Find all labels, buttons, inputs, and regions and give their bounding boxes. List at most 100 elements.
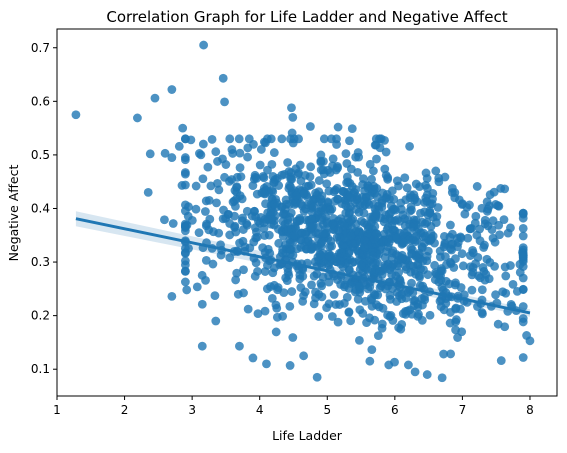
data-point (404, 360, 413, 370)
data-point (327, 312, 337, 321)
data-point (256, 145, 266, 154)
data-point (360, 243, 369, 253)
data-point (262, 134, 272, 144)
data-point (191, 204, 201, 214)
data-point (345, 136, 354, 146)
data-point (353, 148, 363, 157)
data-point (430, 275, 440, 285)
data-point (269, 148, 279, 157)
data-point (167, 291, 177, 301)
data-point (263, 260, 272, 270)
data-point (230, 221, 240, 231)
data-point (385, 294, 395, 304)
data-point (396, 198, 406, 208)
data-point (235, 163, 245, 173)
data-point (317, 191, 327, 201)
data-point (143, 188, 153, 197)
data-point (368, 251, 377, 261)
data-point (402, 183, 412, 193)
data-point (301, 204, 310, 214)
data-point (369, 234, 379, 244)
data-point (327, 241, 336, 251)
data-point (373, 331, 383, 341)
data-point (388, 246, 398, 256)
data-point (423, 270, 433, 280)
data-point (431, 166, 441, 176)
data-point (394, 181, 403, 191)
data-point (333, 122, 343, 132)
data-point (506, 299, 516, 309)
data-point (225, 176, 234, 186)
data-point (243, 152, 252, 162)
data-point (329, 187, 339, 197)
data-point (407, 249, 416, 258)
data-point (220, 97, 229, 107)
data-point (489, 187, 499, 197)
data-point (347, 238, 357, 248)
data-point (180, 223, 190, 232)
y-tick-label: 0.2 (31, 309, 50, 323)
data-point (487, 225, 497, 235)
data-point (415, 182, 424, 192)
data-point (287, 174, 297, 184)
data-point (232, 268, 242, 278)
data-point (344, 308, 354, 317)
data-point (499, 215, 509, 225)
data-point (439, 349, 448, 359)
data-point (197, 270, 207, 280)
data-point (231, 202, 240, 211)
data-point (225, 253, 235, 263)
data-point (471, 211, 481, 221)
data-point (298, 271, 308, 281)
x-tick-label: 6 (391, 403, 399, 417)
data-point (230, 211, 239, 221)
data-point (333, 317, 343, 327)
data-point (495, 230, 504, 240)
data-point (212, 198, 221, 208)
data-point (491, 290, 500, 300)
data-point (380, 253, 390, 262)
data-point (346, 164, 356, 174)
data-point (289, 230, 299, 240)
data-point (249, 139, 258, 149)
data-point (191, 181, 201, 191)
data-point (397, 319, 407, 329)
data-point (389, 194, 399, 204)
data-point (316, 241, 326, 251)
data-point (259, 173, 269, 183)
data-point (311, 293, 320, 303)
data-point (480, 215, 490, 225)
data-point (180, 277, 190, 287)
data-point (336, 259, 345, 269)
data-point (384, 238, 394, 248)
data-point (381, 147, 391, 157)
data-point (269, 177, 278, 187)
data-point (271, 327, 281, 337)
data-point (367, 174, 376, 184)
data-point (249, 237, 259, 247)
data-point (418, 281, 428, 291)
data-point (201, 196, 211, 206)
data-point (283, 158, 293, 167)
x-tick-label: 7 (459, 403, 467, 417)
data-point (393, 215, 402, 224)
data-point (512, 286, 522, 296)
data-point (425, 208, 435, 218)
data-point (355, 335, 364, 345)
x-axis-label: Life Ladder (272, 428, 343, 443)
data-point (457, 249, 467, 259)
data-point (518, 231, 528, 241)
data-point (397, 294, 407, 304)
data-point (518, 251, 528, 260)
data-point (445, 232, 455, 242)
data-point (216, 250, 226, 260)
data-point (518, 302, 528, 311)
data-point (235, 238, 244, 248)
data-point (201, 255, 211, 265)
data-point (447, 183, 457, 193)
data-point (316, 278, 326, 288)
data-point (160, 148, 170, 158)
data-point (370, 221, 380, 231)
data-point (401, 264, 411, 274)
data-point (283, 268, 293, 277)
